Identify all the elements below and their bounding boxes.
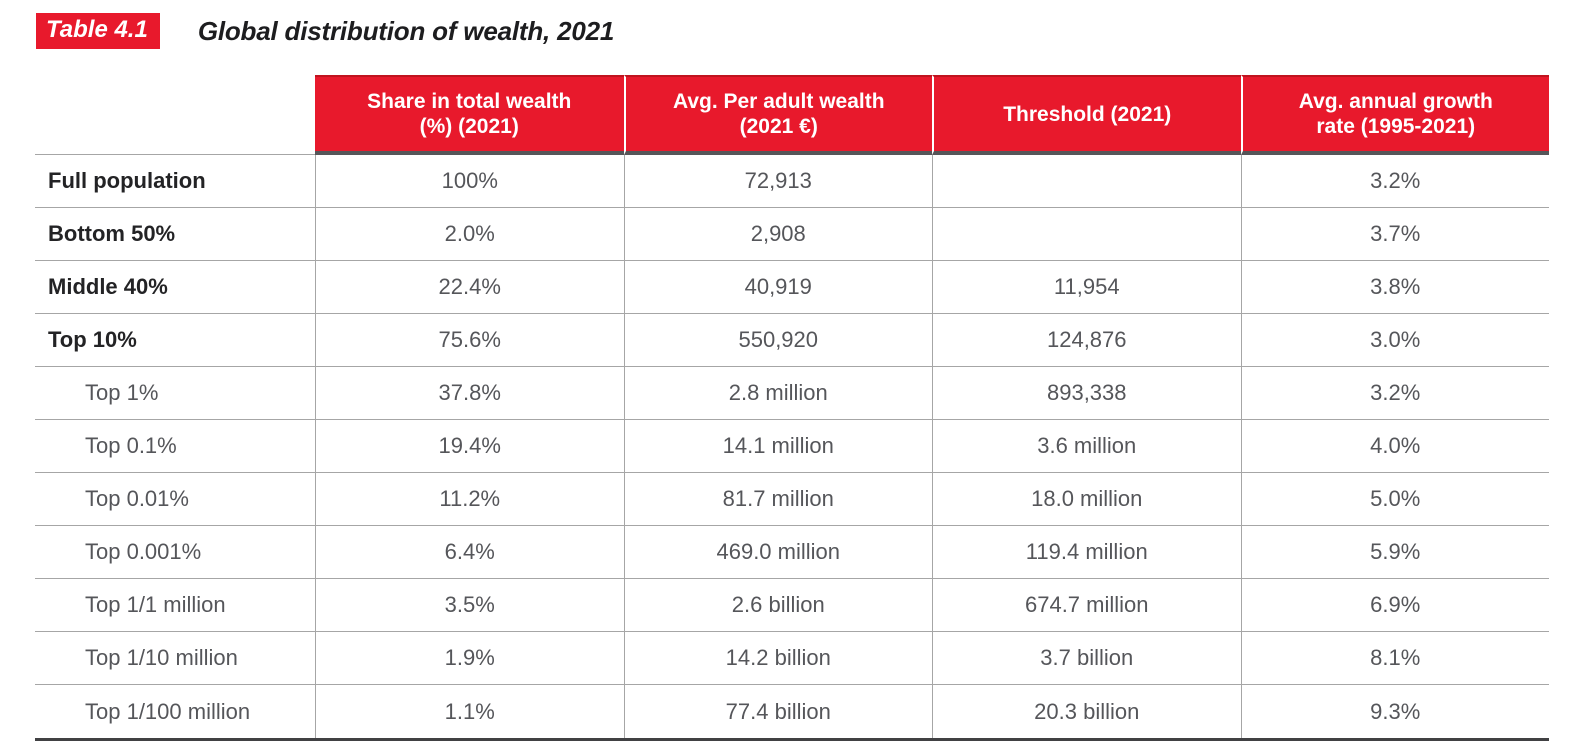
column-header-threshold: Threshold (2021) bbox=[932, 75, 1241, 155]
cell-threshold: 3.7 billion bbox=[932, 632, 1241, 685]
cell-share: 11.2% bbox=[315, 473, 624, 526]
cell-growth: 3.2% bbox=[1240, 367, 1549, 420]
cell-avg-wealth: 40,919 bbox=[623, 261, 932, 314]
cell-threshold: 11,954 bbox=[932, 261, 1241, 314]
header-corner-cell bbox=[35, 75, 315, 155]
cell-growth: 5.9% bbox=[1240, 526, 1549, 579]
row-label: Top 0.001% bbox=[35, 526, 315, 579]
cell-threshold bbox=[932, 155, 1241, 208]
cell-share: 1.9% bbox=[315, 632, 624, 685]
column-header-avg-wealth: Avg. Per adult wealth (2021 €) bbox=[623, 75, 932, 155]
cell-threshold: 3.6 million bbox=[932, 420, 1241, 473]
cell-growth: 9.3% bbox=[1240, 685, 1550, 738]
column-header-growth: Avg. annual growth rate (1995-2021) bbox=[1240, 75, 1549, 155]
cell-growth: 4.0% bbox=[1240, 420, 1549, 473]
cell-growth: 3.8% bbox=[1240, 261, 1549, 314]
cell-avg-wealth: 14.1 million bbox=[623, 420, 932, 473]
cell-avg-wealth: 2.6 billion bbox=[623, 579, 932, 632]
cell-growth: 5.0% bbox=[1240, 473, 1549, 526]
row-label: Top 1/1 million bbox=[35, 579, 315, 632]
cell-threshold: 893,338 bbox=[932, 367, 1241, 420]
row-label: Middle 40% bbox=[35, 261, 315, 314]
table-caption: Table 4.1 Global distribution of wealth,… bbox=[36, 13, 614, 49]
cell-share: 6.4% bbox=[315, 526, 624, 579]
table-title: Global distribution of wealth, 2021 bbox=[197, 15, 615, 46]
column-header-share: Share in total wealth (%) (2021) bbox=[315, 75, 624, 155]
table-number-badge: Table 4.1 bbox=[36, 13, 160, 49]
row-label: Top 1% bbox=[35, 367, 315, 420]
cell-threshold: 124,876 bbox=[932, 314, 1241, 367]
row-label: Full population bbox=[35, 155, 315, 208]
cell-share: 3.5% bbox=[315, 579, 624, 632]
cell-avg-wealth: 2.8 million bbox=[623, 367, 932, 420]
cell-share: 22.4% bbox=[315, 261, 624, 314]
cell-avg-wealth: 14.2 billion bbox=[623, 632, 932, 685]
cell-share: 19.4% bbox=[315, 420, 624, 473]
row-label: Top 1/10 million bbox=[35, 632, 315, 685]
wealth-distribution-table: Share in total wealth (%) (2021) Avg. Pe… bbox=[35, 75, 1549, 741]
cell-avg-wealth: 2,908 bbox=[623, 208, 932, 261]
cell-share: 75.6% bbox=[315, 314, 624, 367]
cell-share: 1.1% bbox=[315, 685, 624, 738]
row-label: Top 0.01% bbox=[35, 473, 315, 526]
cell-threshold: 674.7 million bbox=[932, 579, 1241, 632]
cell-avg-wealth: 81.7 million bbox=[623, 473, 932, 526]
row-label: Top 10% bbox=[35, 314, 315, 367]
cell-growth: 3.0% bbox=[1240, 314, 1549, 367]
cell-avg-wealth: 77.4 billion bbox=[623, 685, 933, 738]
row-label: Bottom 50% bbox=[35, 208, 315, 261]
row-label: Top 1/100 million bbox=[85, 698, 251, 724]
cell-growth: 6.9% bbox=[1240, 579, 1549, 632]
row-label: Top 0.1% bbox=[35, 420, 315, 473]
cell-growth: 3.2% bbox=[1240, 155, 1549, 208]
cell-growth: 3.7% bbox=[1240, 208, 1549, 261]
cell-share: 2.0% bbox=[315, 208, 624, 261]
cell-threshold: 119.4 million bbox=[932, 526, 1241, 579]
cell-threshold: 20.3 billion bbox=[932, 685, 1241, 738]
cell-share: 37.8% bbox=[315, 367, 624, 420]
cell-threshold bbox=[932, 208, 1241, 261]
cell-avg-wealth: 550,920 bbox=[623, 314, 932, 367]
cell-avg-wealth: 72,913 bbox=[623, 155, 932, 208]
cell-growth: 8.1% bbox=[1240, 632, 1549, 685]
cell-share: 100% bbox=[315, 155, 624, 208]
cell-threshold: 18.0 million bbox=[932, 473, 1241, 526]
cell-avg-wealth: 469.0 million bbox=[623, 526, 932, 579]
